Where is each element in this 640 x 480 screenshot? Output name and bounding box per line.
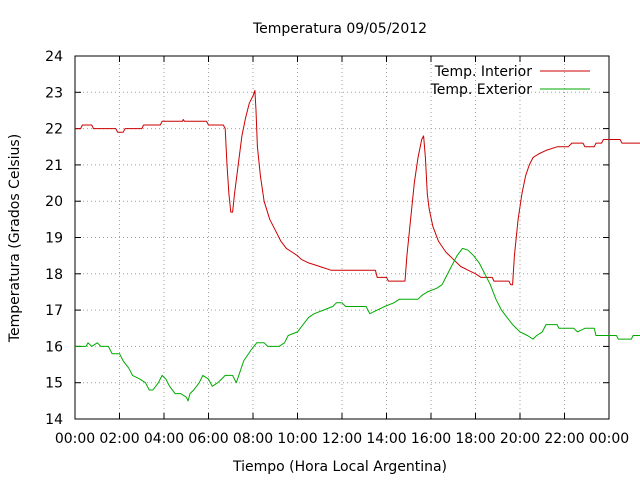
legend-label-interior: Temp. Interior	[434, 64, 533, 80]
y-tick-labels: 14 15 16 17 18 19 20 21 22 23 24	[45, 49, 63, 428]
legend: Temp. Interior Temp. Exterior	[430, 64, 590, 98]
series-lines	[75, 90, 640, 402]
x-tick-label: 20:00	[500, 431, 540, 447]
x-tick-label: 04:00	[144, 431, 184, 447]
x-axis-label: Tiempo (Hora Local Argentina)	[232, 459, 447, 475]
series-line-interior	[75, 90, 640, 286]
x-tick-label: 18:00	[455, 431, 495, 447]
x-tick-label: 08:00	[233, 431, 273, 447]
tick-marks	[74, 55, 610, 420]
chart-title: Temperatura 09/05/2012	[252, 21, 427, 37]
y-axis-label: Temperatura (Grados Celsius)	[7, 134, 23, 343]
y-tick-label: 18	[45, 267, 63, 283]
y-tick-label: 23	[45, 85, 63, 101]
y-tick-label: 16	[45, 339, 63, 355]
x-tick-label: 00:00	[589, 431, 629, 447]
y-tick-label: 22	[45, 122, 63, 138]
legend-label-exterior: Temp. Exterior	[430, 82, 533, 98]
y-tick-label: 17	[45, 303, 63, 319]
x-tick-label: 16:00	[411, 431, 451, 447]
x-tick-label: 22:00	[544, 431, 584, 447]
x-tick-labels: 00:00 02:00 04:00 06:00 08:00 10:00 12:00 14:00…	[55, 431, 629, 447]
y-tick-label: 19	[45, 231, 63, 247]
grid-lines	[75, 56, 609, 419]
x-tick-label: 14:00	[366, 431, 406, 447]
x-tick-label: 12:00	[322, 431, 362, 447]
series-line-exterior	[75, 247, 640, 402]
x-tick-label: 00:00	[55, 431, 95, 447]
y-tick-label: 15	[45, 376, 63, 392]
y-tick-label: 14	[45, 412, 63, 428]
y-tick-label: 20	[45, 194, 63, 210]
x-tick-label: 10:00	[277, 431, 317, 447]
y-tick-label: 21	[45, 158, 63, 174]
x-tick-label: 02:00	[99, 431, 139, 447]
x-tick-label: 06:00	[188, 431, 228, 447]
y-tick-label: 24	[45, 49, 63, 65]
